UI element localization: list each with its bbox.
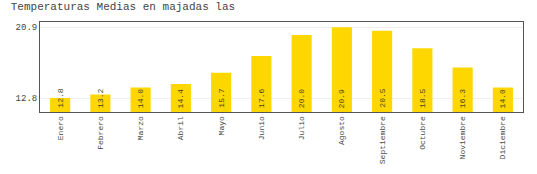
svg-text:20.0: 20.0	[297, 89, 306, 108]
svg-text:Abril: Abril	[176, 116, 185, 140]
svg-text:14.4: 14.4	[176, 89, 185, 108]
svg-text:Agosto: Agosto	[337, 116, 346, 145]
svg-text:18.5: 18.5	[418, 88, 427, 107]
svg-text:20.9: 20.9	[16, 23, 38, 33]
svg-text:14.0: 14.0	[498, 89, 507, 108]
svg-text:14.0: 14.0	[136, 89, 145, 108]
svg-text:Marzo: Marzo	[136, 116, 145, 140]
svg-text:Enero: Enero	[56, 116, 65, 140]
svg-text:Mayo: Mayo	[217, 116, 226, 135]
svg-text:Junio: Junio	[257, 116, 266, 140]
svg-text:13.2: 13.2	[96, 88, 105, 107]
svg-text:16.3: 16.3	[458, 89, 467, 108]
svg-text:Febrero: Febrero	[96, 116, 105, 150]
svg-text:17.6: 17.6	[257, 88, 266, 107]
svg-text:Noviembre: Noviembre	[458, 116, 467, 159]
svg-text:Julio: Julio	[297, 116, 306, 140]
svg-text:Septiembre: Septiembre	[378, 116, 387, 164]
svg-text:Diciembre: Diciembre	[498, 116, 507, 159]
svg-text:20.5: 20.5	[378, 88, 387, 107]
svg-text:20.9: 20.9	[337, 89, 346, 108]
svg-text:12.8: 12.8	[56, 88, 65, 107]
svg-text:15.7: 15.7	[217, 88, 226, 107]
svg-text:Temperaturas Medias en majadas: Temperaturas Medias en majadas las	[11, 1, 235, 13]
svg-text:12.8: 12.8	[16, 94, 38, 104]
svg-text:Octubre: Octubre	[418, 116, 427, 150]
